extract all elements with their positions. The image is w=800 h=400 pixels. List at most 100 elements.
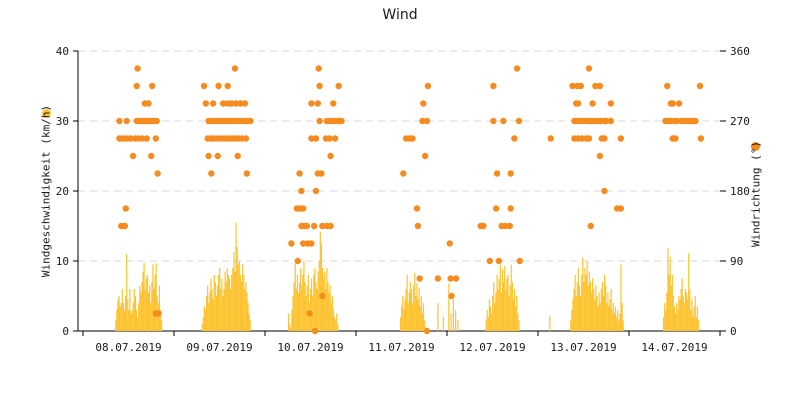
wind-speed-bar — [450, 313, 452, 331]
wind-speed-bar — [131, 310, 133, 331]
wind-speed-bar — [123, 310, 126, 331]
y-tick-label: 0 — [62, 325, 69, 338]
wind-direction-dot — [152, 135, 159, 142]
wind-speed-bar — [309, 289, 312, 331]
wind-speed-bar — [142, 271, 144, 331]
wind-direction-dot — [311, 327, 319, 335]
wind-speed-bar — [290, 327, 292, 331]
wind-speed-bar — [617, 310, 619, 331]
wind-speed-bar — [237, 264, 239, 331]
y-tick-label-right: 90 — [730, 255, 743, 268]
wind-speed-bar — [687, 299, 689, 331]
wind-speed-bar — [662, 317, 665, 331]
wind-speed-bar — [683, 303, 685, 331]
wind-direction-dot — [129, 152, 137, 160]
left-tick-labels: 0 10 20 30 40 — [56, 45, 78, 338]
wind-speed-bar — [118, 296, 120, 331]
wind-speed-bar — [597, 306, 599, 331]
wind-speed-bar — [233, 251, 235, 331]
wind-direction-dot — [434, 275, 442, 282]
wind-direction-dot — [507, 205, 514, 212]
wind-speed-bar — [153, 289, 155, 331]
wind-speed-bar — [238, 261, 240, 331]
wind-speed-bar — [506, 278, 508, 331]
wind-speed-bar — [295, 289, 297, 331]
y-tick-label: 10 — [56, 255, 69, 268]
wind-speed-bar — [585, 275, 587, 331]
wind-direction-dot — [423, 117, 431, 125]
y-tick-label: 30 — [56, 115, 69, 128]
wind-speed-bar — [203, 306, 205, 331]
wind-speed-bar — [302, 275, 304, 331]
wind-direction-dot — [596, 82, 604, 90]
wind-speed-bar — [119, 306, 121, 331]
wind-speed-bar — [499, 264, 501, 331]
wind-speed-bar — [161, 320, 163, 331]
x-tick-label: 09.07.2019 — [186, 341, 252, 354]
wind-direction-dot — [577, 82, 584, 90]
wind-direction-dot — [288, 240, 295, 247]
wind-direction-dot — [228, 100, 235, 107]
wind-direction-dot — [596, 152, 604, 160]
wind-speed-bar — [517, 313, 519, 331]
wind-speed-bar — [691, 299, 693, 331]
wind-speed-bar — [680, 289, 682, 331]
wind-speed-bar — [228, 278, 231, 331]
wind-direction-dot — [423, 327, 431, 335]
wind-speed-bar — [319, 231, 321, 331]
wind-speed-bar — [230, 289, 232, 331]
wind-speed-bar — [613, 313, 616, 331]
wind-speed-bar — [667, 247, 669, 331]
wind-speed-bar — [490, 313, 493, 331]
wind-speed-bar — [503, 282, 505, 331]
wind-direction-dot — [493, 170, 501, 177]
wind-speed-bar — [138, 303, 140, 331]
wind-speed-bar — [681, 278, 683, 331]
wind-speed-bar — [493, 282, 495, 331]
x-tick-label: 11.07.2019 — [368, 341, 434, 354]
wind-speed-bar — [592, 278, 594, 331]
wind-direction-dot — [205, 152, 212, 160]
x-tick-label: 14.07.2019 — [641, 341, 707, 354]
wind-speed-bar — [135, 310, 138, 331]
wind-direction-dot — [127, 135, 134, 142]
wind-speed-bar — [310, 278, 313, 331]
wind-speed-bar — [549, 315, 551, 331]
wind-speed-bar — [448, 283, 450, 331]
wind-speed-bar — [127, 299, 129, 331]
wind-direction-dot — [587, 222, 594, 230]
wind-direction-dot — [592, 82, 599, 90]
wind-speed-bar — [399, 317, 402, 331]
wind-speed-bar — [608, 306, 610, 331]
wind-speed-bar — [331, 296, 333, 331]
wind-direction-dot — [308, 100, 315, 107]
wind-direction-dot — [145, 100, 152, 107]
wind-direction-dot — [303, 222, 311, 230]
wind-direction-dot — [153, 117, 160, 125]
wind-speed-bar — [618, 320, 620, 331]
wind-speed-bar — [609, 299, 611, 331]
wind-direction-dot — [452, 275, 460, 282]
wind-speed-bar — [404, 299, 406, 331]
wind-direction-dot — [298, 187, 305, 195]
wind-direction-dot — [318, 170, 325, 177]
wind-speed-bar — [212, 299, 214, 331]
wind-speed-bar — [146, 275, 149, 331]
wind-speed-bar — [330, 303, 332, 331]
wind-speed-bar — [244, 289, 246, 331]
wind-direction-dot — [409, 135, 416, 142]
wind-speed-bar — [512, 299, 515, 331]
wind-direction-dot — [242, 135, 250, 142]
wind-speed-bar — [494, 303, 496, 331]
wind-direction-dot — [308, 135, 315, 142]
wind-speed-bar — [424, 320, 426, 331]
wind-speed-bar — [619, 313, 621, 331]
wind-speed-bar — [232, 268, 234, 331]
wind-speed-bar — [246, 292, 248, 331]
wind-speed-bar — [487, 317, 489, 331]
wind-speed-bar — [235, 222, 237, 331]
wind-speed-bar — [209, 292, 211, 331]
wind-speed-bar — [147, 292, 150, 331]
wind-direction-dot — [413, 205, 421, 212]
